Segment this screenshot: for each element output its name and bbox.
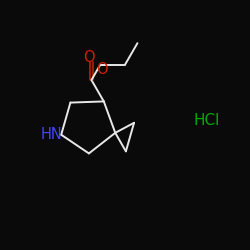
Text: HCl: HCl — [194, 112, 220, 128]
Text: O: O — [96, 62, 108, 77]
Text: O: O — [83, 50, 95, 65]
Text: HN: HN — [41, 127, 63, 142]
